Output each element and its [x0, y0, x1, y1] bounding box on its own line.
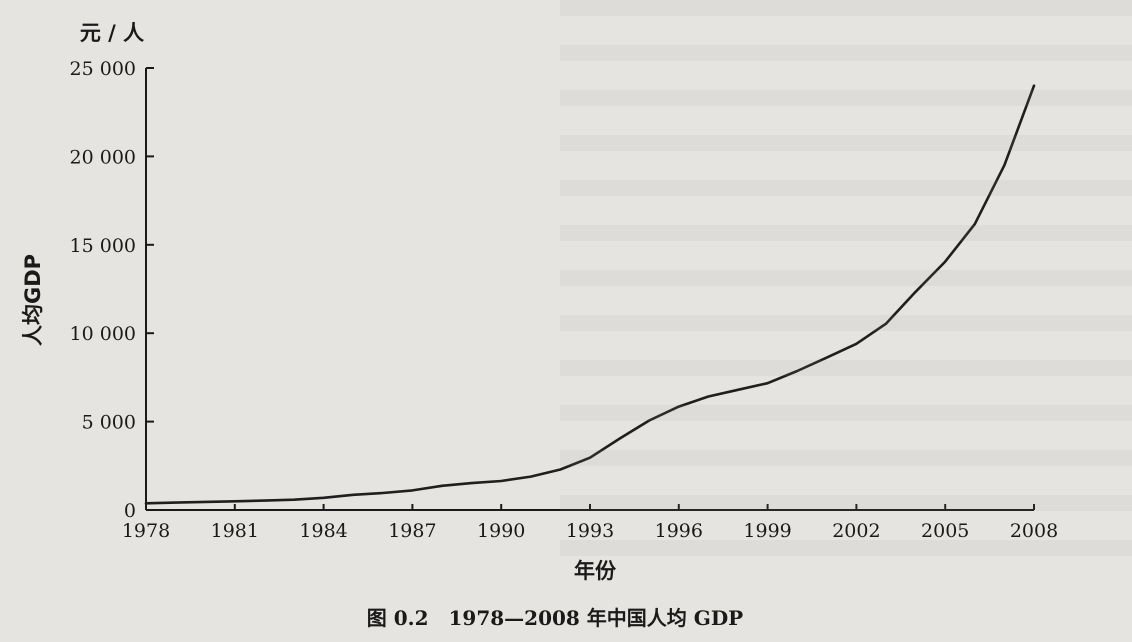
x-tick-label: 1981 [211, 520, 259, 542]
x-tick-label: 1990 [477, 520, 525, 542]
figure-caption: 图 0.2 1978—2008 年中国人均 GDP [367, 606, 743, 630]
bleed-through-text-background [560, 0, 1132, 560]
x-tick-label: 1999 [743, 520, 791, 542]
x-tick-label: 2008 [1010, 520, 1058, 542]
x-tick-label: 1978 [122, 520, 170, 542]
x-tick-label: 2002 [832, 520, 880, 542]
series-group [144, 84, 1036, 505]
x-axis-title: 年份 [574, 559, 617, 583]
x-tick-label: 1996 [655, 520, 703, 542]
y-tick-label: 5 000 [82, 412, 136, 434]
ticks-group: 0 5 000 10 000 15 000 20 000 25 000 1978 1981 19… [70, 58, 1059, 542]
y-axis-title: 人均GDP [21, 254, 45, 346]
y-tick-label: 20 000 [70, 146, 136, 168]
x-tick-label: 1984 [299, 520, 347, 542]
x-tick-label: 2005 [921, 520, 969, 542]
x-tick-label: 1987 [388, 520, 436, 542]
y-tick-label: 0 [124, 500, 136, 522]
y-unit-label: 元 / 人 [80, 21, 144, 45]
y-tick-label: 10 000 [70, 323, 136, 345]
y-tick-label: 15 000 [70, 235, 136, 257]
gdp-series-line [144, 84, 1036, 505]
y-tick-label: 25 000 [70, 58, 136, 80]
x-tick-label: 1993 [566, 520, 614, 542]
